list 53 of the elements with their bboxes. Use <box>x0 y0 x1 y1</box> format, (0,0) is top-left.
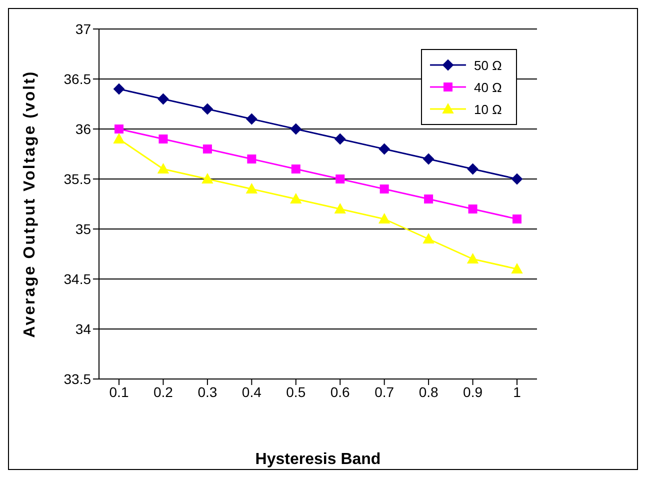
point <box>512 214 522 224</box>
point <box>247 154 256 164</box>
y-tick-label: 34.5 <box>64 270 92 287</box>
point <box>380 184 389 194</box>
point <box>423 154 434 164</box>
y-tick-label: 37 <box>75 20 92 37</box>
x-tick-label: 0.8 <box>418 384 438 400</box>
x-tick-label: 0.3 <box>198 384 218 400</box>
x-tick-label: 0.9 <box>463 384 483 400</box>
x-tick-label: 0.7 <box>374 384 394 400</box>
point <box>114 124 124 134</box>
x-tick-label: 0.2 <box>153 384 174 400</box>
point <box>291 164 300 174</box>
x-axis-title: Hysteresis Band <box>255 451 381 468</box>
point <box>378 214 390 224</box>
point <box>512 174 522 184</box>
y-tick-label: 36.5 <box>64 70 92 87</box>
y-tick-label: 34 <box>75 320 92 337</box>
point <box>202 144 212 154</box>
point <box>246 114 258 124</box>
point <box>158 164 169 174</box>
point <box>336 174 345 184</box>
y-tick-label: 35.5 <box>64 170 92 187</box>
point <box>114 134 124 144</box>
point <box>512 264 522 274</box>
point <box>423 234 434 244</box>
y-tick-label: 33.5 <box>64 370 92 387</box>
x-tick-label: 0.5 <box>286 384 306 400</box>
legend-label: 40 Ω <box>474 80 502 94</box>
y-tick-label: 36 <box>75 120 92 137</box>
y-axis-title: Average Output Voltage (volt) <box>22 70 39 338</box>
point <box>246 184 258 194</box>
legend-label: 50 Ω <box>474 58 502 72</box>
point <box>290 124 302 134</box>
point <box>114 84 124 94</box>
y-tick-label: 35 <box>75 220 92 237</box>
legend-label: 10 Ω <box>474 102 502 116</box>
point <box>334 204 346 214</box>
x-tick-label: 0.1 <box>109 384 129 400</box>
point <box>290 194 302 204</box>
point <box>158 94 169 104</box>
point <box>202 174 213 184</box>
point <box>378 144 390 154</box>
point <box>467 164 478 174</box>
x-tick-label: 0.6 <box>330 384 350 400</box>
x-tick-label: 1 <box>513 384 522 400</box>
point <box>202 104 213 114</box>
point <box>158 134 168 144</box>
point <box>468 204 478 214</box>
point <box>424 194 434 204</box>
x-tick-label: 0.4 <box>242 384 262 400</box>
point <box>467 254 478 264</box>
point <box>334 134 346 144</box>
